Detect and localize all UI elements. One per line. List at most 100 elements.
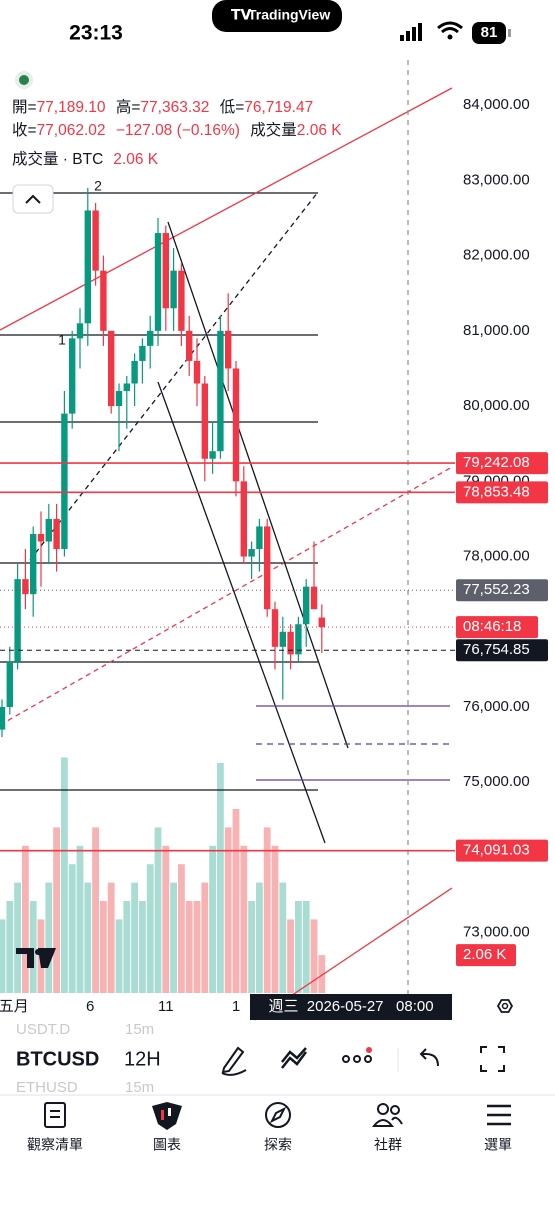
- watchlist-symbol[interactable]: ETHUSD: [16, 1079, 78, 1096]
- chart-tab-icon[interactable]: [152, 1102, 182, 1130]
- volume-bar: [170, 882, 177, 993]
- volume-bar: [14, 882, 21, 993]
- volume-bar: [263, 827, 271, 993]
- ohlc-line-2: 收=77,062.02 −127.08 (−0.16%) 成交量2.06 K: [12, 121, 342, 139]
- candle-body: [248, 549, 255, 557]
- drawing-line: [167, 221, 349, 749]
- candle-body: [271, 609, 279, 647]
- close-value: 77,062.02: [37, 122, 106, 139]
- community-tab-icon[interactable]: [371, 1103, 403, 1127]
- open-label: 開=: [12, 99, 37, 116]
- volume-bar: [68, 864, 76, 993]
- candle-body: [6, 661, 13, 708]
- draw-icon[interactable]: [221, 1046, 247, 1076]
- candle-body: [162, 233, 169, 309]
- candle-body: [170, 270, 177, 309]
- tab-label[interactable]: 社群: [374, 1137, 402, 1153]
- low-label: 低=: [220, 98, 245, 116]
- battery-tip: [508, 29, 511, 37]
- more-icon[interactable]: [342, 1055, 372, 1063]
- volume-bar: [310, 919, 318, 993]
- volume-bar: [131, 882, 138, 993]
- candle-body: [295, 624, 302, 655]
- symbol[interactable]: BTCUSD: [16, 1048, 99, 1070]
- candle-body: [123, 383, 130, 392]
- undo-icon[interactable]: [419, 1048, 439, 1067]
- y-tick-label: 75,000.00: [463, 773, 530, 790]
- candle-body: [318, 617, 325, 628]
- interval[interactable]: 12H: [124, 1048, 161, 1070]
- tab-label[interactable]: 探索: [264, 1137, 292, 1153]
- volume-bar: [45, 882, 53, 993]
- settings-icon[interactable]: [496, 999, 514, 1013]
- volume-bar: [193, 901, 201, 993]
- volume-bar: [256, 882, 263, 993]
- candle-body: [14, 579, 21, 662]
- volume-value: 2.06 K: [297, 122, 342, 139]
- y-tick-label: 81,000.00: [463, 322, 530, 339]
- price-tag-label: 77,552.23: [463, 581, 530, 598]
- price-tag-label: 74,091.03: [463, 842, 530, 859]
- candle-body: [279, 631, 286, 647]
- price-tag: [456, 481, 548, 504]
- drawing-line: [0, 466, 453, 726]
- volume-bar: [154, 827, 162, 993]
- collapse-chevron: [25, 194, 41, 204]
- candle-body: [30, 533, 37, 595]
- candle-body: [139, 345, 146, 361]
- candle-body: [256, 526, 263, 550]
- candle-body: [84, 210, 91, 324]
- countdown: 08:46:18: [463, 618, 521, 635]
- volume-bar: [295, 901, 302, 993]
- change: −127.08 (−0.16%): [116, 122, 240, 139]
- volume-bar: [84, 882, 92, 993]
- tab-label[interactable]: 觀察清單: [27, 1137, 83, 1153]
- y-tick-label: 76,000.00: [463, 698, 530, 715]
- high-value: 77,363.32: [140, 99, 209, 116]
- candle-body: [69, 338, 76, 414]
- volume-bar: [107, 882, 115, 993]
- x-tick-label: 1: [232, 998, 240, 1015]
- drawing-line: [29, 191, 319, 561]
- menu-tab-icon[interactable]: [487, 1104, 511, 1126]
- price-tag: [456, 579, 548, 602]
- wifi-icon: [437, 21, 463, 34]
- price-tag-label: 76,754.85: [463, 641, 530, 658]
- volume-legend-label: 成交量 · BTC: [12, 150, 103, 168]
- candle-body: [53, 518, 60, 550]
- volume-bar: [271, 845, 279, 993]
- volume-bar: [6, 901, 14, 993]
- tab-label[interactable]: 圖表: [153, 1137, 181, 1153]
- y-tick-label: 84,000.00: [463, 96, 530, 113]
- indicator-icon[interactable]: [281, 1047, 307, 1069]
- wifi-dot: [447, 34, 453, 40]
- battery-level: 81: [481, 24, 498, 41]
- volume-bar: [201, 882, 209, 993]
- price-tag: [456, 639, 548, 662]
- app-logo: 𝗧𝗩: [231, 7, 252, 23]
- candle-body: [240, 481, 247, 557]
- volume-bar: [123, 901, 131, 993]
- watchlist-symbol[interactable]: USDT.D: [16, 1021, 70, 1038]
- volume-bar: [146, 864, 154, 993]
- collapse-button[interactable]: [12, 184, 54, 214]
- fullscreen-icon[interactable]: [480, 1046, 505, 1072]
- volume-bar: [287, 919, 294, 993]
- countdown-tag: [456, 616, 538, 639]
- wave-label: 1: [58, 332, 66, 348]
- watchlist-tab-icon[interactable]: [44, 1102, 66, 1128]
- price-tag-label: 79,242.08: [463, 454, 530, 471]
- volume-bar: [248, 901, 255, 993]
- candle-body: [225, 330, 232, 369]
- candle-body: [303, 586, 310, 625]
- toolbar-bg: [0, 1042, 555, 1078]
- volume-bar: [139, 901, 146, 993]
- tab-bar: 觀察清單 圖表 探索 社群 選單: [27, 1137, 512, 1153]
- app-name: TradingView: [248, 7, 330, 23]
- close-label: 收=: [12, 121, 37, 139]
- battery: [472, 22, 506, 44]
- x-tick-label: 11: [158, 998, 174, 1015]
- explore-tab-icon[interactable]: [265, 1102, 291, 1128]
- tab-label[interactable]: 選單: [484, 1137, 512, 1153]
- clock: 23:13: [69, 22, 123, 45]
